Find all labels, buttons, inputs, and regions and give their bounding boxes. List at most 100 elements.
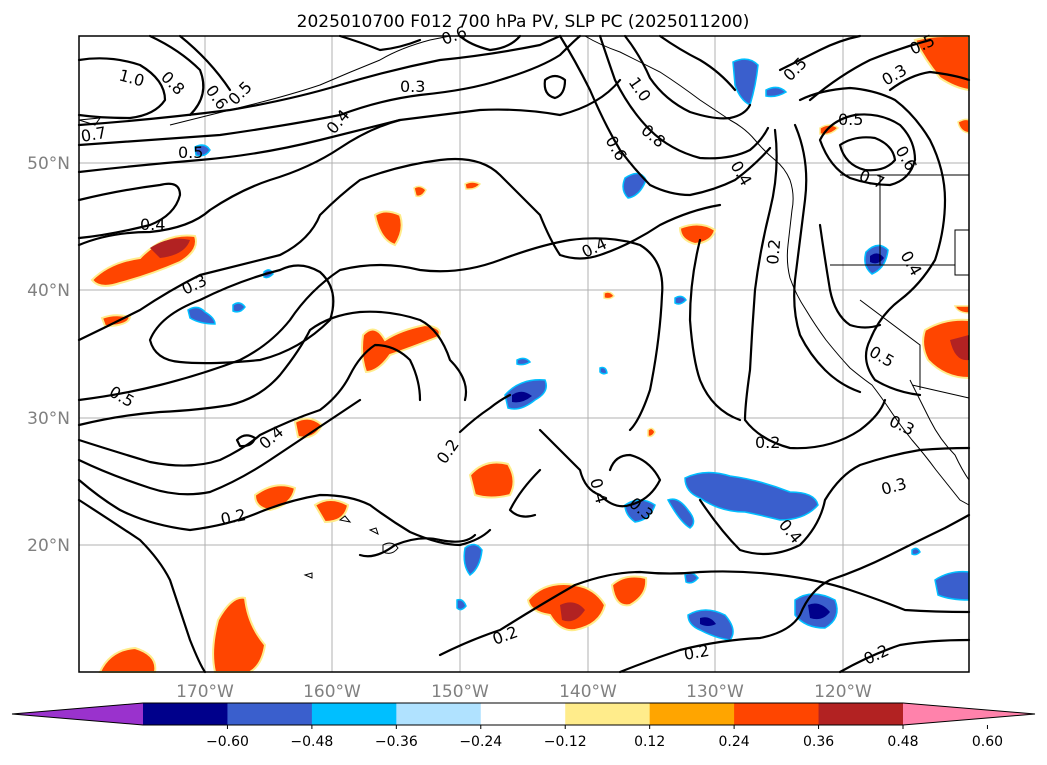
pv-blob (187, 306, 216, 325)
contour-line (743, 128, 887, 450)
hawaii-island (382, 542, 399, 554)
contour-line (543, 74, 567, 100)
colorbar-extend-low (12, 703, 143, 725)
colorbar-tick-label: −0.48 (290, 734, 333, 750)
pv-blob (647, 427, 656, 438)
contour-line (438, 570, 971, 657)
pv-blob (610, 575, 648, 607)
contour-line (658, 34, 737, 92)
contour-line (538, 428, 662, 508)
pv-blob (922, 318, 970, 380)
pv-blob-core (512, 391, 532, 403)
north-america-coastline (584, 35, 970, 506)
contour-label: 0.2 (682, 641, 710, 664)
contour-label: 0.5 (838, 110, 863, 129)
pv-blob (468, 461, 515, 499)
contour-line (618, 513, 971, 674)
baja-coastline (909, 379, 970, 481)
colorbar-tick-label: 0.12 (634, 734, 665, 750)
pv-blob (373, 210, 403, 247)
contour-label: 0.3 (400, 77, 425, 96)
contour-line (818, 223, 882, 329)
colorbar-cell (565, 703, 651, 725)
map-frame (78, 35, 970, 673)
pv-blob (732, 58, 759, 107)
contour-line (77, 398, 362, 496)
contour-line (77, 343, 422, 467)
contour-line (77, 182, 182, 240)
colorbar-cell (649, 703, 735, 725)
hawaii-island (368, 527, 379, 535)
contour-label: 0.7 (79, 123, 107, 146)
contour-line (77, 310, 468, 427)
colorbar-tick-label: −0.24 (459, 734, 502, 750)
colorbar-outline (11, 702, 1036, 726)
pv-blob (212, 596, 267, 673)
pv-blob (463, 543, 483, 577)
contour-line (77, 34, 562, 127)
contour-line (148, 264, 335, 365)
contour-line (77, 157, 722, 342)
lon-label-120w: 120°W (814, 682, 872, 702)
lat-label-30n: 30°N (27, 409, 70, 429)
colorbar-tick-label: −0.60 (206, 734, 249, 750)
contour-line (77, 118, 402, 247)
contour-label: 0.5 (178, 143, 203, 162)
colorbar-cell (311, 703, 397, 725)
contour-line (558, 34, 772, 197)
colorbar-cell (734, 703, 820, 725)
slp-pc-contours (77, 34, 971, 674)
contour-line (598, 34, 770, 160)
pv-blob-core (150, 238, 190, 258)
contour-line (808, 38, 932, 102)
contour-label: 0.4 (140, 215, 165, 234)
contour-line (358, 533, 477, 558)
contour-line (77, 34, 582, 147)
colorbar-tick-label: 0.60 (972, 734, 1003, 750)
contour-line (508, 468, 542, 518)
pv-blob-core (808, 603, 830, 620)
colorbar-tick-label: 0.36 (803, 734, 834, 750)
pv-blob-core (560, 602, 585, 622)
lon-label-130w: 130°W (686, 682, 744, 702)
colorbar-extend-high (903, 703, 1035, 725)
pv-blob (456, 598, 467, 611)
colorbar-cell (227, 703, 313, 725)
contour-line (77, 57, 167, 120)
pv-blob (911, 547, 921, 556)
pv-blob-core (950, 335, 969, 361)
contour-line (698, 446, 971, 556)
contour-line (338, 34, 422, 52)
contour-line (77, 237, 664, 432)
lon-label-150w: 150°W (431, 682, 489, 702)
colorbar-cell (818, 703, 904, 725)
contour-line (793, 123, 862, 394)
contour-line (178, 34, 232, 92)
pv-blob (516, 357, 532, 366)
lon-label-160w: 160°W (303, 682, 361, 702)
pv-blob (678, 223, 717, 246)
contour-line (77, 478, 492, 547)
pv-blob (765, 86, 788, 98)
contour-line (688, 238, 742, 422)
contour-label: 0.2 (219, 505, 248, 529)
pv-blob (603, 291, 615, 300)
graticule (79, 36, 969, 672)
pv-blob (674, 295, 687, 305)
latitude-labels: 50°N 40°N 30°N 20°N (27, 154, 70, 556)
pv-blob (98, 646, 157, 673)
pv-blob (684, 471, 819, 521)
pv-blob (194, 144, 211, 157)
lat-label-40n: 40°N (27, 281, 70, 301)
contour-line (888, 70, 971, 92)
contour-line (77, 78, 622, 174)
contour-label: 0.2 (755, 433, 780, 452)
island (303, 572, 313, 579)
colorbar-tick-label: 0.48 (887, 734, 918, 750)
colorbar-cell (143, 703, 228, 725)
pv-blob (464, 181, 482, 190)
contour-line (838, 638, 971, 674)
contour-line (798, 86, 947, 397)
colorbar-tick-label: −0.12 (544, 734, 587, 750)
lon-label-140w: 140°W (559, 682, 617, 702)
